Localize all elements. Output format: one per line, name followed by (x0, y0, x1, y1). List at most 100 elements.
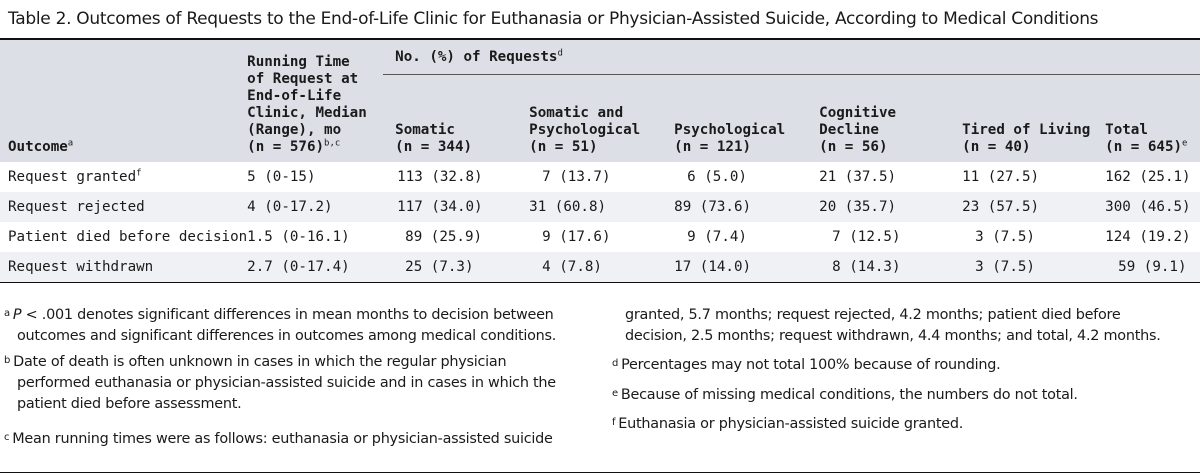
total-header-line: Total (1105, 122, 1148, 138)
outcome-label: Request rejected (8, 198, 145, 215)
footnote-a-p: P (12, 307, 22, 323)
footnote-c-text: granted, 5.7 months; request rejected, 4… (625, 307, 1121, 323)
cell-somatic: 117 (34.0) (383, 192, 530, 222)
cell-somatic-psychological: 4 (7.8) (529, 252, 675, 283)
footnote-b-text: performed euthanasia or physician-assist… (17, 375, 556, 391)
cell-outcome: Request rejected (0, 192, 248, 222)
running-header-line: of Request at (247, 71, 359, 87)
cell-somatic: 113 (32.8) (397, 168, 483, 185)
sp-header-line: Somatic and (529, 105, 624, 121)
footnote-d-text: Percentages may not total 100% because o… (621, 357, 1001, 373)
tired-header-line: Tired of Living (962, 122, 1091, 138)
footnote-c-continued: granted, 5.7 months; request rejected, 4… (612, 305, 1200, 347)
cell-running: 4 (0-17.2) (247, 192, 384, 222)
cell-psychological: 9 (7.4) (687, 228, 747, 245)
outcome-label: Request granted (8, 168, 137, 185)
footnote-b: b Date of death is often unknown in cases… (4, 352, 594, 415)
header-row-columns: Somatic (n = 344) Somatic and Psychologi… (0, 74, 1200, 162)
outcomes-table: Outcomea Running Time of Request at End-… (0, 40, 1200, 283)
cell-outcome: Request withdrawn (0, 252, 248, 283)
table-title: Table 2. Outcomes of Requests to the End… (0, 0, 1200, 40)
footnote-e: e Because of missing medical conditions, … (612, 385, 1200, 406)
cell-psychological: 17 (14.0) (674, 252, 820, 283)
cell-tired-of-living: 3 (7.5) (975, 228, 1035, 245)
footnote-f-text: Euthanasia or physician-assisted suicide… (618, 416, 964, 432)
cog-header-line: (n = 56) (819, 139, 888, 155)
col-group-header-label: No. (%) of Requests (395, 48, 558, 65)
somatic-header-line: Somatic (395, 122, 455, 138)
footnote-c-text: decision, 2.5 months; request withdrawn,… (625, 328, 1161, 344)
col-group-header-sup: d (557, 47, 563, 58)
col-header-somatic-psychological: Somatic and Psychological (n = 51) (529, 74, 675, 162)
running-header-line: (Range), mo (247, 122, 342, 138)
cell-outcome: Patient died before decision (0, 222, 247, 252)
cell-somatic-psychological: 31 (60.8) (529, 192, 675, 222)
footnote-b-mark: b (4, 355, 11, 366)
cell-outcome: Request grantedf (0, 162, 247, 192)
cell-total: 59 (9.1) (1105, 252, 1200, 283)
footnote-c: c Mean running times were as follows: eut… (4, 429, 594, 450)
cell-somatic-psychological: 7 (13.7) (542, 168, 611, 185)
footnote-f: f Euthanasia or physician-assisted suicid… (612, 414, 1200, 435)
cell-tired-of-living: 11 (27.5) (962, 168, 1040, 185)
footnote-b-text: Date of death is often unknown in cases … (13, 354, 507, 370)
cell-psychological: 89 (73.6) (674, 192, 820, 222)
footnote-e-text: Because of missing medical conditions, t… (620, 387, 1078, 403)
cell-tired-of-living: 23 (57.5) (962, 192, 1106, 222)
sp-header-line: (n = 51) (529, 139, 598, 155)
cell-somatic: 89 (25.9) (405, 228, 483, 245)
table-row: Request rejected 4 (0-17.2) 117 (34.0) 3… (0, 192, 1200, 222)
total-header-sup: e (1182, 138, 1188, 149)
cell-total: 300 (46.5) (1105, 192, 1200, 222)
sp-header-line: Psychological (529, 122, 641, 138)
outcome-label: Patient died before decision (8, 228, 248, 245)
col-header-psychological: Psychological (n = 121) (674, 74, 820, 162)
cell-somatic: 25 (7.3) (383, 252, 530, 283)
cog-header-line: Cognitive (819, 105, 897, 121)
cell-tired-of-living: 3 (7.5) (962, 252, 1106, 283)
col-header-somatic: Somatic (n = 344) (383, 74, 530, 162)
running-header-line: (n = 576) (247, 139, 325, 155)
cog-header-line: Decline (819, 122, 879, 138)
cell-psychological: 6 (5.0) (687, 168, 747, 185)
header-row-group: Outcomea Running Time of Request at End-… (0, 40, 1200, 162)
col-header-total: Total (n = 645)e (1105, 74, 1200, 162)
cell-cognitive-decline: 8 (14.3) (819, 252, 963, 283)
cell-running: 1.5 (0-16.1) (247, 228, 350, 245)
running-header-line: End-of-Life (247, 88, 342, 104)
col-header-tired-of-living: Tired of Living (n = 40) (962, 74, 1106, 162)
footnote-d-mark: d (612, 358, 619, 369)
table-row: Request withdrawn 2.7 (0-17.4) 25 (7.3) … (0, 252, 1200, 283)
footnote-a-text: < .001 denotes significant differences i… (21, 307, 554, 323)
col-header-running-time: Running Time of Request at End-of-Life C… (247, 40, 384, 162)
total-header-line: (n = 645) (1105, 139, 1183, 155)
psy-header-line: Psychological (674, 122, 786, 138)
col-header-outcome-label: Outcome (8, 139, 68, 155)
somatic-header-line: (n = 344) (395, 139, 473, 155)
footnote-f-mark: f (612, 417, 616, 428)
cell-somatic-psychological: 9 (17.6) (542, 228, 611, 245)
cell-cognitive-decline: 21 (37.5) (819, 168, 897, 185)
footnote-c-mark: c (4, 432, 10, 443)
cell-cognitive-decline: 7 (12.5) (832, 228, 901, 245)
footnote-a-text: outcomes and significant differences in … (17, 328, 557, 344)
outcomes-table-wrap: Outcomea Running Time of Request at End-… (0, 40, 1200, 283)
col-header-cognitive-decline: Cognitive Decline (n = 56) (819, 74, 963, 162)
running-header-line: Running Time (247, 54, 350, 70)
running-header-sup: b,c (324, 138, 341, 149)
footnote-b-text: patient died before assessment. (17, 396, 242, 412)
footnote-c-text: Mean running times were as follows: euth… (12, 431, 553, 447)
psy-header-line: (n = 121) (674, 139, 752, 155)
outcome-label: Request withdrawn (8, 258, 154, 275)
tired-header-line: (n = 40) (962, 139, 1031, 155)
col-header-outcome-sup: a (67, 138, 74, 149)
outcome-sup: f (136, 167, 142, 178)
table-row: Patient died before decision 1.5 (0-16.1… (0, 222, 1200, 252)
cell-cognitive-decline: 20 (35.7) (819, 192, 963, 222)
footnote-e-mark: e (612, 388, 618, 399)
col-header-outcome: Outcomea (0, 40, 248, 162)
running-header-line: Clinic, Median (247, 105, 367, 121)
col-group-header-requests: No. (%) of Requestsd (383, 40, 1200, 75)
footnote-d: d Percentages may not total 100% because … (612, 355, 1200, 376)
